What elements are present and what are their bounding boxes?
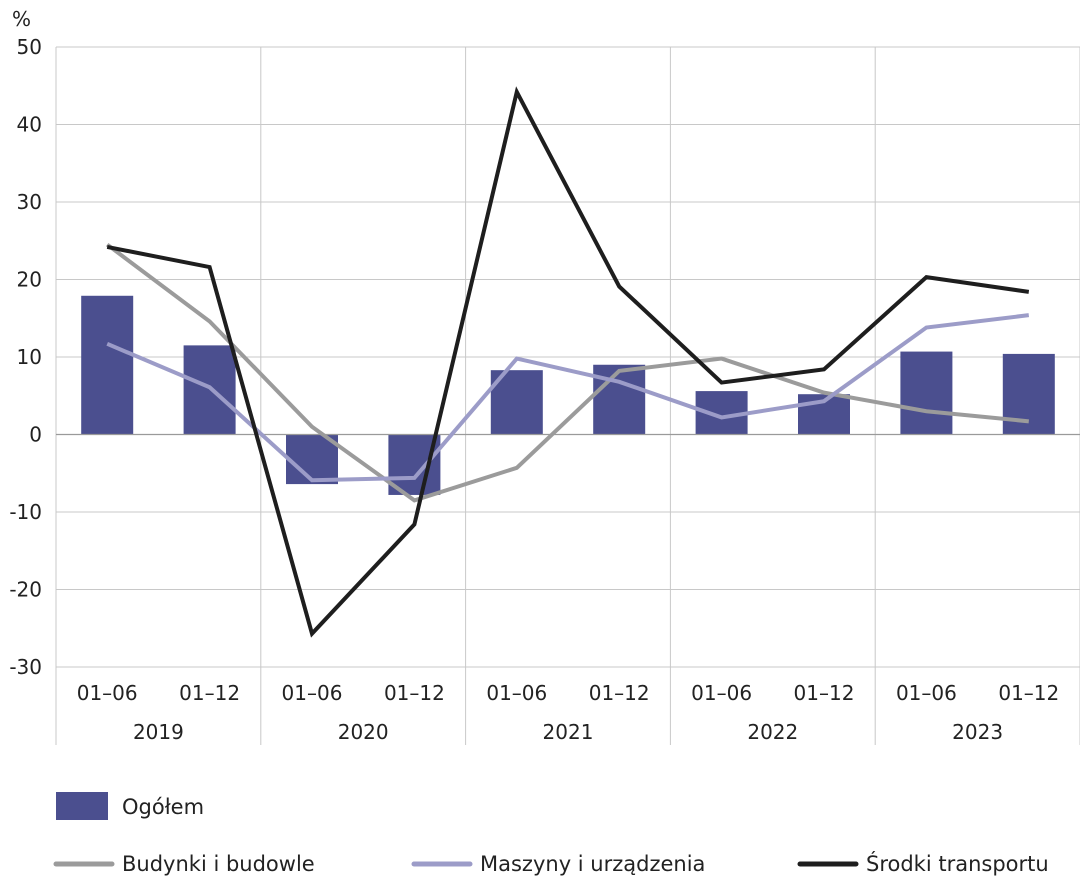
legend-label-series-2: Maszyny i urządzenia [480, 852, 705, 876]
year-label: 2019 [133, 720, 184, 744]
legend: Ogółem Budynki i budowle Maszyny i urządze… [53, 792, 1049, 876]
bar-ogolem [286, 434, 338, 485]
x-tick-label: 01–06 [282, 681, 343, 705]
y-tick-label: 10 [17, 345, 42, 369]
legend-label-series-1: Budynki i budowle [122, 852, 315, 876]
x-tick-label: 01–06 [77, 681, 138, 705]
year-label: 2022 [747, 720, 798, 744]
x-tick-label: 01–12 [998, 681, 1059, 705]
y-tick-label: -30 [9, 655, 42, 679]
y-unit-label: % [12, 7, 31, 31]
x-tick-labels: 01–06 01–12 01–06 01–12 01–06 01–12 01–06 01–12… [77, 681, 1060, 744]
x-tick-label: 01–12 [794, 681, 855, 705]
legend-label-series-3: Środki transportu [866, 851, 1049, 876]
year-label: 2021 [543, 720, 594, 744]
y-tick-label: -10 [9, 500, 42, 524]
y-tick-label: 50 [17, 35, 42, 59]
y-tick-labels: 50 40 30 20 10 0 -10 -20 -30 [9, 35, 42, 679]
y-tick-label: 40 [17, 113, 42, 137]
bars-ogolem [81, 295, 1055, 495]
series-line-3 [106, 86, 1030, 638]
series-line-1 [106, 243, 1029, 503]
year-label: 2020 [338, 720, 389, 744]
y-tick-label: -20 [9, 578, 42, 602]
bar-ogolem [81, 295, 134, 435]
x-tick-label: 01–06 [486, 681, 547, 705]
x-tick-label: 01–12 [589, 681, 650, 705]
year-label: 2023 [952, 720, 1003, 744]
legend-swatch-ogolem [56, 792, 108, 820]
bar-ogolem [1002, 353, 1055, 435]
legend-label-ogolem: Ogółem [122, 795, 204, 819]
y-tick-label: 30 [17, 190, 42, 214]
series-line-2 [106, 313, 1030, 483]
bar-ogolem [900, 351, 953, 435]
x-tick-label: 01–12 [179, 681, 240, 705]
bar-ogolem [183, 345, 236, 435]
bar-ogolem [593, 364, 646, 435]
y-tick-label: 20 [17, 268, 42, 292]
series-lines [106, 86, 1030, 638]
x-tick-label: 01–12 [384, 681, 445, 705]
x-tick-label: 01–06 [691, 681, 752, 705]
x-tick-label: 01–06 [896, 681, 957, 705]
y-tick-label: 0 [29, 423, 42, 447]
